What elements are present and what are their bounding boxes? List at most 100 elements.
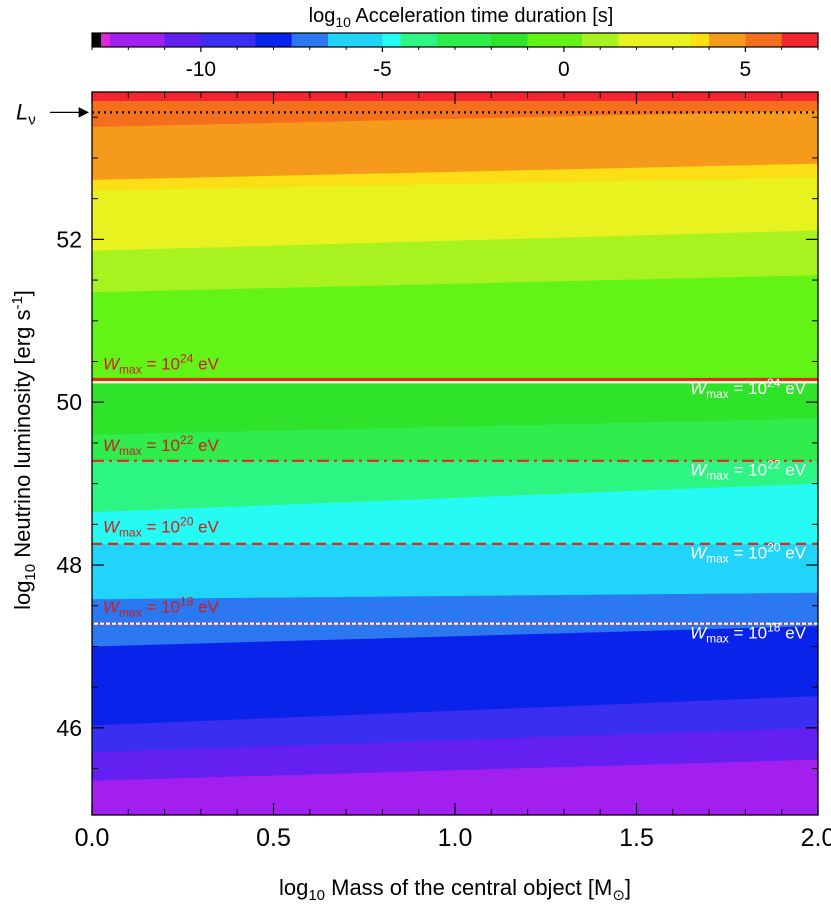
annotation-left-24: Wmax = 1024 eV [103, 352, 220, 377]
y-axis-label-sup: -1 [9, 296, 26, 309]
annotation-equals: = 10 [142, 436, 180, 455]
colorbar-segment-8 [382, 33, 401, 47]
x-axis-label-end: ] [625, 875, 631, 900]
annotation-exponent: 20 [180, 514, 194, 528]
colorbar-segment-10 [436, 33, 492, 47]
annotation-subscript: max [119, 605, 142, 619]
annotation-symbol: W [690, 379, 708, 398]
annotation-unit: eV [193, 355, 219, 374]
colorbar [92, 33, 819, 47]
y-axis-label-rest: Neutrino luminosity [erg s [10, 310, 35, 564]
x-tick-label: 1.5 [619, 824, 654, 852]
luminosity-arrow-label: Lν [16, 99, 36, 128]
annotation-subscript: max [706, 387, 729, 401]
annotation-exponent: 20 [767, 541, 781, 555]
annotation-left-20: Wmax = 1020 eV [103, 514, 220, 539]
annotation-equals: = 10 [729, 544, 767, 563]
y-axis-label-end: ] [10, 290, 35, 296]
colorbar-segment-13 [582, 33, 619, 47]
colorbar-segment-18 [781, 33, 819, 47]
y-tick-label: 48 [56, 552, 82, 578]
annotation-symbol: W [690, 544, 708, 563]
luminosity-arrow-sub: ν [28, 111, 36, 128]
annotation-exponent: 24 [767, 376, 781, 390]
annotation-subscript: max [119, 444, 142, 458]
annotation-unit: eV [780, 623, 806, 642]
colorbar-title: log10 Acceleration time duration [s] [309, 5, 614, 30]
y-axis-label-sub: 10 [22, 564, 39, 581]
colorbar-tick-label: 5 [740, 58, 752, 81]
colorbar-tick-label: -5 [373, 58, 392, 81]
annotation-unit: eV [780, 544, 806, 563]
x-tick-label: 1.0 [438, 824, 473, 852]
reference-lines [92, 111, 818, 625]
annotation-exponent: 22 [767, 457, 781, 471]
annotation-equals: = 10 [142, 355, 180, 374]
annotation-symbol: W [103, 436, 121, 455]
colorbar-segment-2 [110, 33, 165, 47]
x-axis-label-prefix: log [279, 875, 308, 900]
x-tick-label: 0.5 [256, 824, 291, 852]
annotation-left-18: Wmax = 1018 eV [103, 594, 220, 619]
colorbar-tick-label: -10 [186, 58, 216, 81]
annotation-symbol: W [103, 517, 121, 536]
x-axis-label-symbol: ⊙ [612, 887, 625, 904]
annotation-symbol: W [690, 460, 708, 479]
annotation-exponent: 24 [180, 352, 194, 366]
annotation-subscript: max [706, 468, 729, 482]
annotation-subscript: max [706, 552, 729, 566]
colorbar-title-rest: Acceleration time duration [s] [351, 5, 613, 27]
colorbar-segment-3 [164, 33, 202, 47]
y-tick-label: 50 [56, 389, 82, 415]
colorbar-segment-12 [527, 33, 583, 47]
annotation-symbol: W [103, 597, 121, 616]
colorbar-title-sub: 10 [335, 14, 351, 30]
y-axis-label: log10 Neutrino luminosity [erg s-1] [9, 290, 39, 610]
annotation-right-22: Wmax = 1022 eV [690, 457, 807, 482]
axis-ticks: 0.0 0.5 1.0 1.5 2.0 46 48 50 52 [56, 92, 831, 852]
annotation-unit: eV [780, 460, 806, 479]
annotation-unit: eV [193, 517, 219, 536]
y-tick-label: 46 [56, 715, 82, 741]
heatmap-band-16 [92, 759, 818, 815]
annotation-equals: = 10 [729, 379, 767, 398]
y-axis-label-prefix: log [10, 581, 35, 610]
annotation-right-18: Wmax = 1018 eV [690, 620, 807, 645]
luminosity-arrow: Lν [16, 99, 90, 128]
annotation-subscript: max [706, 631, 729, 645]
annotation-symbol: W [103, 355, 121, 374]
annotation-equals: = 10 [729, 460, 767, 479]
colorbar-title-prefix: log [309, 5, 336, 27]
x-axis-label: log10 Mass of the central object [M⊙] [279, 875, 631, 904]
colorbar-segment-17 [745, 33, 783, 47]
x-tick-label: 0.0 [75, 824, 110, 852]
annotation-unit: eV [193, 436, 219, 455]
colorbar-segment-6 [291, 33, 329, 47]
luminosity-arrow-main: L [16, 99, 28, 124]
colorbar-segment-4 [200, 33, 256, 47]
annotation-unit: eV [193, 597, 219, 616]
annotation-exponent: 18 [180, 594, 194, 608]
colorbar-ticks: -10 -5 0 5 [91, 47, 819, 81]
colorbar-segment-0 [92, 33, 102, 47]
heatmap-bands [92, 92, 818, 815]
annotation-subscript: max [119, 525, 142, 539]
annotation-equals: = 10 [142, 517, 180, 536]
x-axis-label-sub: 10 [308, 887, 325, 904]
annotation-unit: eV [780, 379, 806, 398]
annotation-symbol: W [690, 623, 708, 642]
annotation-left-22: Wmax = 1022 eV [103, 433, 220, 458]
colorbar-segment-11 [491, 33, 528, 47]
annotation-exponent: 18 [767, 620, 781, 634]
colorbar-segment-1 [101, 33, 111, 47]
y-tick-label: 52 [56, 226, 82, 252]
colorbar-segment-5 [255, 33, 293, 47]
annotation-equals: = 10 [729, 623, 767, 642]
annotation-exponent: 22 [180, 433, 194, 447]
colorbar-segment-14 [618, 33, 692, 47]
colorbar-segment-9 [400, 33, 438, 47]
annotation-right-20: Wmax = 1020 eV [690, 541, 807, 566]
annotation-subscript: max [119, 363, 142, 377]
